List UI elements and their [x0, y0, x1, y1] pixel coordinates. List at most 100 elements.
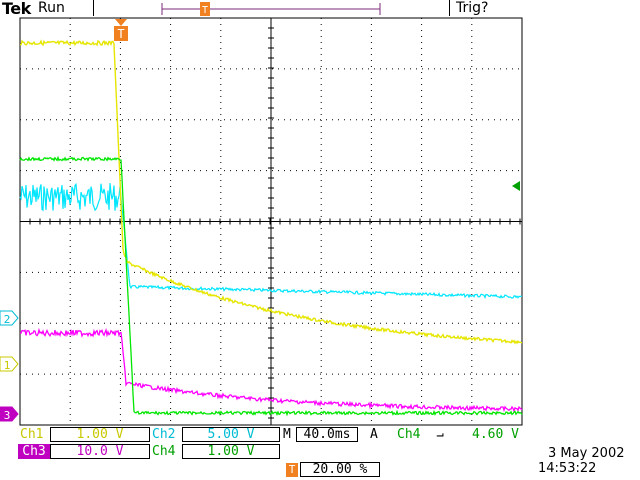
grid-dot — [320, 18, 322, 19]
grid-dot — [69, 138, 71, 139]
grid-dot — [110, 119, 111, 121]
grid-dot — [224, 373, 225, 375]
grid-dot — [326, 68, 327, 70]
grid-dot — [320, 96, 322, 97]
grid-dot — [224, 322, 225, 324]
grid-dot — [188, 322, 189, 324]
grid-dot — [518, 322, 519, 324]
grid-dot — [410, 373, 411, 375]
grid-dot — [332, 119, 333, 121]
trigger-position-value[interactable]: 20.00 % — [300, 462, 380, 477]
grid-dot — [320, 48, 322, 49]
grid-dot — [220, 72, 222, 73]
grid-dot — [74, 119, 75, 121]
grid-dot — [92, 68, 93, 70]
grid-dot — [471, 192, 473, 193]
ch2-trace — [19, 182, 523, 300]
grid-dot — [74, 271, 75, 273]
grid-dot — [392, 373, 393, 375]
grid-dot — [471, 390, 473, 391]
grid-dot — [471, 378, 473, 379]
ch4-scale[interactable]: 1.00 V — [182, 444, 280, 459]
grid-dot — [242, 119, 243, 121]
grid-dot — [50, 373, 51, 375]
grid-dot — [119, 414, 121, 415]
grid-dot — [164, 170, 165, 172]
grid-dot — [421, 30, 423, 31]
grid-dot — [471, 330, 473, 331]
grid-dot — [370, 198, 372, 199]
grid-dot — [471, 180, 473, 181]
grid-dot — [370, 48, 372, 49]
grid-dot — [170, 156, 172, 157]
grid-dot — [230, 170, 231, 172]
grid-dot — [370, 240, 372, 241]
grid-dot — [410, 322, 411, 324]
grid-dot — [362, 68, 363, 70]
grid-dot — [308, 322, 309, 324]
trigger-level-icon[interactable] — [512, 181, 520, 191]
grid-dot — [350, 373, 351, 375]
grid-dot — [370, 366, 372, 367]
grid-dot — [119, 336, 121, 337]
ch1-scale[interactable]: 1.00 V — [50, 427, 150, 442]
status-separator — [449, 0, 450, 16]
grid-dot — [119, 18, 121, 19]
grid-dot — [170, 198, 172, 199]
grid-dot — [471, 354, 473, 355]
grid-dot — [470, 170, 471, 172]
grid-dot — [218, 119, 219, 121]
grid-dot — [471, 108, 473, 109]
grid-dot — [428, 322, 429, 324]
grid-dot — [452, 68, 453, 70]
grid-dot — [471, 300, 473, 301]
grid-dot — [69, 66, 71, 67]
grid-dot — [464, 119, 465, 121]
grid-dot — [69, 60, 71, 61]
grid-dot — [421, 342, 423, 343]
grid-dot — [272, 322, 273, 324]
grid-dot — [404, 68, 405, 70]
ch2-scale[interactable]: 5.00 V — [182, 427, 280, 442]
ch3-ground-marker[interactable]: 3 — [0, 406, 19, 422]
grid-dot — [170, 60, 172, 61]
grid-dot — [248, 119, 249, 121]
grid-dot — [500, 373, 501, 375]
grid-dot — [69, 330, 71, 331]
trigger-position-marker[interactable]: T — [114, 19, 128, 41]
grid-dot — [69, 78, 71, 79]
grid-dot — [471, 126, 473, 127]
grid-dot — [170, 408, 172, 409]
grid-dot — [164, 373, 165, 375]
grid-dot — [119, 324, 121, 325]
ch2-ground-marker[interactable]: 2 — [0, 310, 19, 326]
grid-dot — [500, 170, 501, 172]
grid-dot — [220, 48, 222, 49]
grid-dot — [56, 68, 57, 70]
grid-dot — [471, 258, 473, 259]
grid-dot — [370, 96, 372, 97]
grid-dot — [421, 204, 423, 205]
grid-dot — [421, 324, 423, 325]
grid-dot — [320, 132, 322, 133]
grid-dot — [220, 252, 222, 253]
grid-dot — [488, 322, 489, 324]
timebase-value[interactable]: 40.0ms — [296, 427, 358, 442]
trigger-level[interactable]: 4.60 V — [472, 427, 519, 442]
grid-dot — [421, 36, 423, 37]
ch3-scale[interactable]: 10.0 V — [50, 444, 150, 459]
grid-dot — [170, 168, 172, 169]
trigger-source[interactable]: Ch4 — [397, 427, 421, 442]
grid-dot — [482, 373, 483, 375]
grid-dot — [69, 30, 71, 31]
falling-edge-icon[interactable]: ⌐ — [436, 427, 444, 442]
grid-dot — [410, 68, 411, 70]
grid-dot — [370, 18, 372, 19]
grid-dot — [69, 324, 71, 325]
grid-dot — [421, 138, 423, 139]
grid-dot — [370, 144, 372, 145]
grid-dot — [421, 366, 423, 367]
ch1-ground-marker[interactable]: 1 — [0, 356, 19, 372]
grid-dot — [422, 119, 423, 121]
grid-dot — [320, 271, 321, 273]
